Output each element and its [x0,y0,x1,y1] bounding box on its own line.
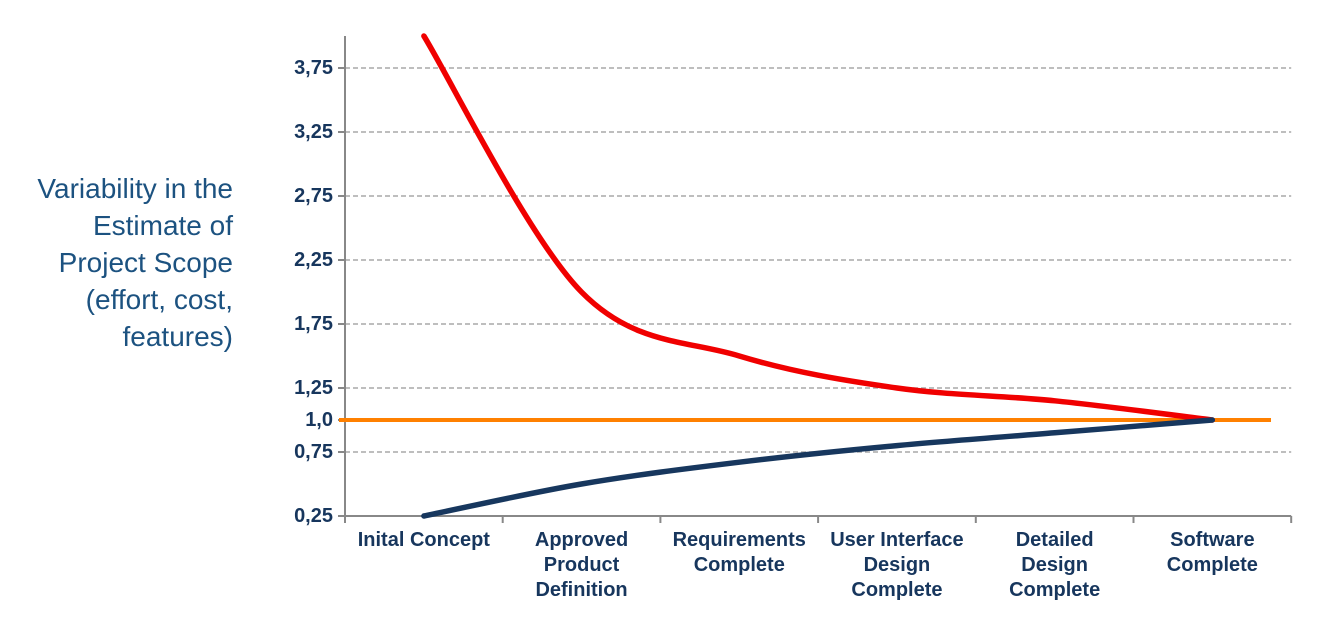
y-tick-label: 0,25 [294,505,333,527]
x-category-label: Detailed Design Complete [1009,529,1101,601]
y-tick-label: 0,75 [294,441,333,463]
gridlines [345,67,1292,453]
y-tick-label: 3,75 [294,57,333,79]
x-category-label: User Interface Design Complete [830,529,964,601]
axes [338,36,1293,523]
x-category-label: Software Complete [1166,529,1258,576]
y-tick-label: 2,75 [294,185,333,207]
y-tick-label: 3,25 [294,121,333,143]
series-upper-estimate-variability [421,33,1216,423]
x-category-label: Approved Product Definition [534,529,629,601]
y-tick-label: 1,25 [294,377,333,399]
y-tick-label: 1,0 [305,409,333,431]
y-tick-label: 1,75 [294,313,333,335]
series-lower-estimate-variability [421,417,1216,519]
x-category-label: Requirements Complete [672,529,806,576]
x-category-label: Inital Concept [357,529,490,551]
y-tick-label: 2,25 [294,249,333,271]
series-lines [339,33,1271,519]
y-axis-title: Variability in the Estimate of Project S… [37,173,233,352]
